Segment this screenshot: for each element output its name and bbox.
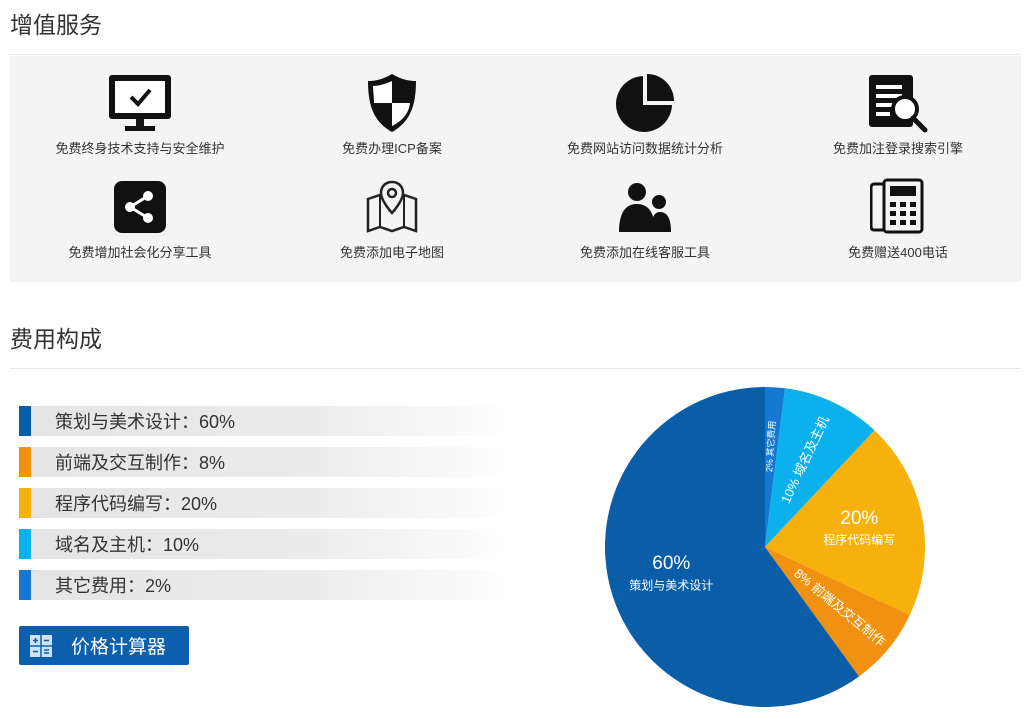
pie-slice <box>765 387 786 547</box>
cost-divider <box>10 368 1021 369</box>
service-label: 免费增加社会化分享工具 <box>68 245 212 260</box>
phone-icon <box>870 176 926 238</box>
service-label: 免费添加在线客服工具 <box>579 245 710 260</box>
cost-section-title: 费用构成 <box>10 326 102 352</box>
service-icp[interactable]: 免费办理ICP备案 <box>267 72 517 157</box>
shield-icon <box>364 72 420 134</box>
service-online-chat[interactable]: 免费添加在线客服工具 <box>520 176 770 261</box>
legend-text: 程序代码编写：20% <box>55 494 218 514</box>
price-calculator-button[interactable]: 价格计算器 <box>19 626 189 665</box>
legend-item-design: 策划与美术设计：60% <box>19 406 514 436</box>
legend-text: 域名及主机：10% <box>55 535 200 555</box>
service-share[interactable]: 免费增加社会化分享工具 <box>15 176 265 261</box>
services-section-title: 增值服务 <box>10 12 102 38</box>
service-seo[interactable]: 免费加注登录搜索引擎 <box>773 72 1023 157</box>
people-icon <box>617 176 673 238</box>
slice-percent-label: 20% <box>840 508 878 529</box>
service-400-phone[interactable]: 免费赠送400电话 <box>773 176 1023 261</box>
services-divider <box>10 54 1021 55</box>
service-label: 免费添加电子地图 <box>339 245 444 260</box>
slice-radial-label: 2% 其它费用 <box>763 420 777 472</box>
service-tech-support[interactable]: 免费终身技术支持与安全维护 <box>15 72 265 157</box>
legend-item-domain-hosting: 域名及主机：10% <box>19 529 514 559</box>
service-analytics[interactable]: 免费网站访问数据统计分析 <box>520 72 770 157</box>
calculator-icon <box>29 634 53 658</box>
slice-name-label: 策划与美术设计 <box>629 578 713 592</box>
cost-pie-chart: 2% 其它费用 10% 域名及主机 20% 程序代码编写 8% 前端及交互制作 60% 策划… <box>604 386 926 708</box>
slice-name-label: 程序代码编写 <box>823 532 895 547</box>
legend-color-bar <box>19 529 31 559</box>
pie-slice <box>765 430 925 616</box>
pie-slice <box>765 547 910 677</box>
service-label: 免费终身技术支持与安全维护 <box>55 141 225 156</box>
pie-slice <box>605 387 860 707</box>
service-label: 免费办理ICP备案 <box>342 141 442 156</box>
legend-color-bar <box>19 570 31 600</box>
legend-text: 前端及交互制作：8% <box>55 453 226 473</box>
legend-item-frontend: 前端及交互制作：8% <box>19 447 514 477</box>
legend-color-bar <box>19 488 31 518</box>
monitor-check-icon <box>107 72 173 134</box>
legend-color-bar <box>19 406 31 436</box>
service-map[interactable]: 免费添加电子地图 <box>267 176 517 261</box>
legend-color-bar <box>19 447 31 477</box>
document-search-icon <box>865 72 931 134</box>
share-icon <box>113 176 167 238</box>
pie-chart-icon <box>614 72 676 134</box>
legend-item-programming: 程序代码编写：20% <box>19 488 514 518</box>
slice-percent-label: 60% <box>652 553 690 574</box>
map-pin-icon <box>364 176 420 238</box>
legend-text: 策划与美术设计：60% <box>55 412 236 432</box>
service-label: 免费加注登录搜索引擎 <box>832 141 963 156</box>
legend-text: 其它费用：2% <box>55 576 172 596</box>
service-label: 免费网站访问数据统计分析 <box>566 141 723 156</box>
price-calculator-label: 价格计算器 <box>71 637 167 658</box>
legend-item-other: 其它费用：2% <box>19 570 514 600</box>
pie-slice <box>765 388 875 547</box>
services-panel: 免费终身技术支持与安全维护 免费办理ICP备案 免费网站访问数据统计分析 <box>10 56 1021 282</box>
service-label: 免费赠送400电话 <box>848 245 948 260</box>
